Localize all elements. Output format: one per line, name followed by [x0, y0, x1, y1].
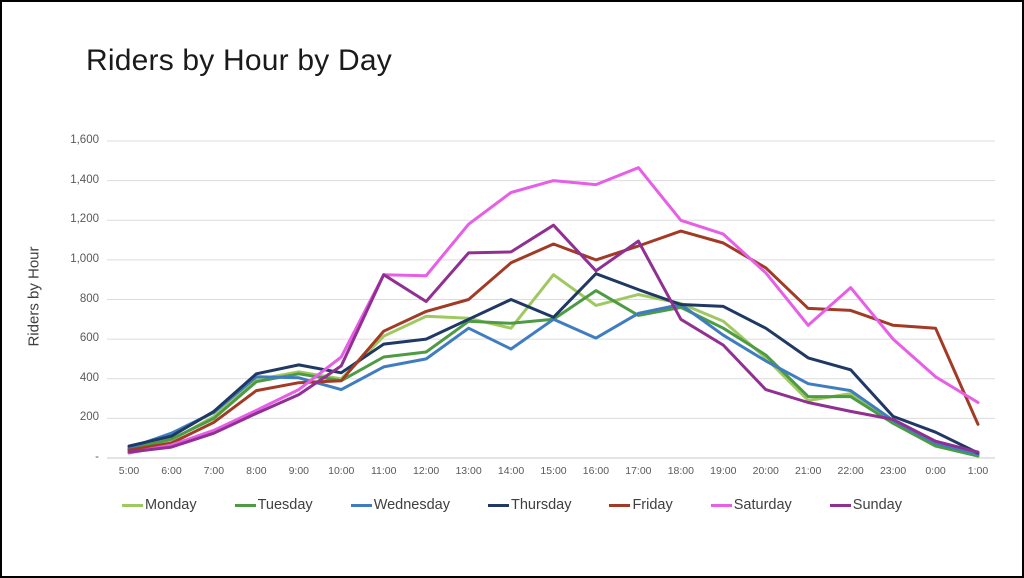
x-tick-label: 14:00 [497, 465, 525, 477]
x-tick-label: 16:00 [582, 465, 610, 477]
series-line-thursday [127, 272, 980, 455]
legend-label: Monday [145, 497, 197, 513]
series-line-saturday [127, 166, 980, 455]
x-tick-label: 17:00 [625, 465, 652, 477]
x-tick-label: 12:00 [413, 465, 440, 477]
legend-item-saturday: Saturday [710, 497, 792, 513]
y-tick-label: 800 [79, 292, 99, 305]
legend-label: Saturday [733, 497, 792, 513]
x-tick-label: 6:00 [161, 465, 182, 477]
x-tick-label: 8:00 [246, 465, 267, 477]
y-tick-label: 1,600 [70, 134, 99, 146]
legend-label: Thursday [511, 497, 572, 513]
chart-title: Riders by Hour by Day [86, 44, 392, 77]
x-tick-label: 7:00 [203, 465, 225, 477]
x-tick-label: 11:00 [370, 465, 397, 477]
x-tick-label: 21:00 [795, 465, 822, 477]
legend-item-friday: Friday [609, 497, 673, 513]
x-tick-label: 20:00 [752, 465, 779, 477]
y-tick-label: - [95, 451, 99, 463]
x-tick-label: 9:00 [288, 465, 310, 477]
x-tick-label: 18:00 [667, 465, 694, 477]
legend-label: Tuesday [257, 497, 313, 513]
x-tick-label: 23:00 [879, 465, 907, 477]
legend-item-tuesday: Tuesday [234, 497, 313, 513]
x-tick-label: 0:00 [925, 465, 946, 477]
x-tick-label: 13:00 [455, 465, 482, 477]
legend-label: Wednesday [373, 497, 450, 513]
x-tick-label: 5:00 [118, 465, 140, 477]
legend-swatch-tuesday [234, 503, 256, 507]
legend-item-thursday: Thursday [488, 497, 571, 513]
legend-item-monday: Monday [122, 497, 197, 513]
series-line-monday [127, 273, 980, 457]
chart-legend: Monday Tuesday Wednesday Thursday Friday Satu… [2, 497, 1022, 513]
x-tick-label: 22:00 [837, 465, 864, 477]
legend-label: Friday [632, 497, 673, 513]
y-tick-label: 1,200 [70, 213, 99, 226]
legend-swatch-monday [122, 503, 144, 507]
x-tick-label: 19:00 [710, 465, 737, 477]
legend-swatch-wednesday [350, 503, 372, 507]
legend-swatch-friday [609, 503, 631, 507]
legend-label: Sunday [852, 497, 902, 513]
x-tick-label: 1:00 [967, 465, 989, 477]
series-line-sunday [127, 223, 980, 454]
series-line-wednesday [127, 303, 980, 456]
y-tick-label: 600 [79, 332, 99, 345]
legend-swatch-sunday [829, 503, 851, 507]
legend-swatch-saturday [710, 503, 732, 507]
y-tick-label: 1,400 [70, 173, 99, 186]
y-tick-label: 400 [79, 371, 99, 384]
legend-swatch-thursday [488, 503, 509, 507]
y-tick-label: 1,000 [70, 252, 99, 265]
y-tick-label: 200 [79, 411, 99, 424]
legend-item-wednesday: Wednesday [350, 497, 450, 513]
legend-item-sunday: Sunday [829, 497, 902, 513]
series-line-friday [127, 229, 980, 452]
x-tick-label: 15:00 [540, 465, 567, 477]
x-tick-label: 10:00 [328, 465, 355, 477]
